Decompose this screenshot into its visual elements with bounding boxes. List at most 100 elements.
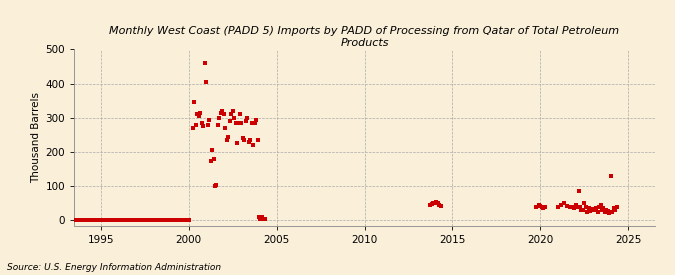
Point [435,204,446,208]
Point [78,218,88,222]
Point [429,201,440,205]
Point [142,218,153,222]
Point [92,218,103,222]
Point [82,218,93,222]
Point [129,218,140,222]
Point [239,138,250,142]
Point [607,210,618,214]
Point [578,208,589,212]
Point [593,205,604,209]
Point [573,189,584,194]
Point [134,218,144,222]
Point [122,218,132,222]
Point [238,136,248,141]
Point [149,218,160,222]
Text: Source: U.S. Energy Information Administration: Source: U.S. Energy Information Administ… [7,263,221,272]
Point [190,122,201,127]
Point [120,218,131,222]
Point [182,218,192,222]
Point [84,218,95,222]
Point [202,122,213,127]
Point [592,210,603,214]
Point [167,218,178,222]
Point [587,207,597,212]
Point [198,124,209,129]
Point [553,205,564,209]
Point [537,205,547,209]
Point [236,121,247,125]
Point [110,218,121,222]
Point [229,116,240,120]
Point [94,218,105,222]
Point [227,109,238,113]
Point [68,218,78,222]
Point [242,116,252,120]
Point [219,112,230,117]
Point [248,143,259,147]
Point [189,100,200,105]
Point [114,218,125,222]
Point [562,204,572,208]
Point [119,218,130,222]
Point [535,204,546,208]
Point [556,203,566,207]
Point [160,218,171,222]
Point [569,206,580,211]
Point [188,126,198,130]
Point [61,218,72,222]
Point [195,111,206,115]
Point [431,199,441,204]
Point [255,216,266,221]
Point [103,218,113,222]
Point [250,117,261,122]
Point [123,218,134,222]
Point [605,174,616,178]
Point [130,218,141,222]
Point [88,218,99,222]
Point [254,215,265,219]
Point [157,218,167,222]
Point [428,200,439,205]
Point [582,210,593,214]
Point [111,218,122,222]
Point [171,218,182,222]
Point [224,119,235,123]
Point [579,201,590,205]
Point [104,218,115,222]
Point [204,117,215,122]
Point [234,112,245,117]
Point [591,206,601,211]
Point [170,218,181,222]
Y-axis label: Thousand Barrels: Thousand Barrels [32,92,41,183]
Point [125,218,136,222]
Point [240,119,251,123]
Point [434,203,445,207]
Point [105,218,116,222]
Point [213,122,223,127]
Point [76,218,87,222]
Point [214,116,225,120]
Point [249,121,260,125]
Point [215,111,226,115]
Point [220,126,231,130]
Point [91,218,102,222]
Point [113,218,124,222]
Point [232,141,242,146]
Point [531,205,541,209]
Point [176,218,186,222]
Point [64,218,75,222]
Point [585,209,595,213]
Point [148,218,159,222]
Point [63,218,74,222]
Point [194,114,205,118]
Point [221,138,232,142]
Point [223,134,234,139]
Point [558,201,569,205]
Point [604,211,615,215]
Point [539,205,550,210]
Point [154,218,165,222]
Point [135,218,146,222]
Point [89,218,100,222]
Point [588,208,599,212]
Point [538,206,549,211]
